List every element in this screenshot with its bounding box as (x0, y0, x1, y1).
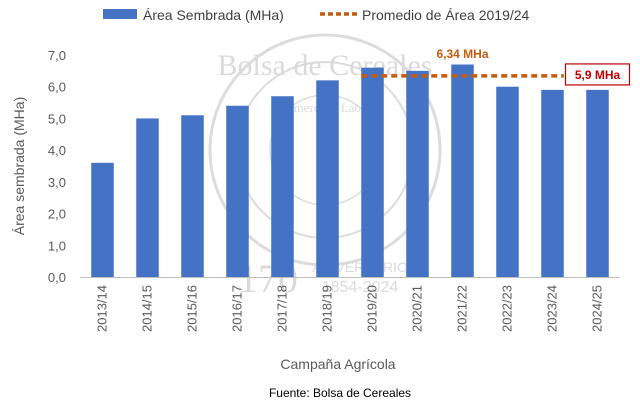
legend: Área Sembrada (MHa) Promedio de Área 201… (103, 7, 530, 23)
x-tick-label: 2016/17 (230, 285, 245, 332)
x-axis-title: Campaña Agrícola (280, 356, 395, 372)
x-tick-label: 2022/23 (500, 285, 515, 332)
y-tick-label: 4,0 (48, 143, 66, 158)
x-tick-label: 2020/21 (410, 285, 425, 332)
x-tick-label: 2013/14 (95, 285, 110, 332)
y-axis: 0,0 1,0 2,0 3,0 4,0 5,0 6,0 7,0 (48, 48, 66, 285)
y-axis-title: Área sembrada (MHa) (11, 97, 27, 236)
x-tick-label: 2024/25 (590, 285, 605, 332)
watermark-text-top: Bolsa de Cereales (218, 49, 433, 82)
source-note: Fuente: Bolsa de Cereales (269, 386, 411, 400)
bar-series (91, 64, 609, 277)
x-tick-label: 2023/24 (545, 285, 560, 332)
y-tick-label: 0,0 (48, 270, 66, 285)
x-tick-label: 2015/16 (185, 285, 200, 332)
last-value-annotation: 5,9 MHa (575, 68, 621, 82)
bar (586, 89, 609, 277)
x-tick-label: 2017/18 (275, 285, 290, 332)
bar (451, 64, 474, 277)
bar (496, 86, 519, 277)
bar (181, 115, 204, 277)
bar (136, 118, 159, 277)
x-axis: 2013/14 2014/15 2015/16 2016/17 2017/18 2018/… (95, 285, 605, 332)
legend-label-average: Promedio de Área 2019/24 (362, 7, 530, 23)
x-tick-label: 2014/15 (140, 285, 155, 332)
x-tick-label: 2018/19 (320, 285, 335, 332)
bar (91, 162, 114, 277)
bar (316, 80, 339, 277)
y-tick-label: 3,0 (48, 175, 66, 190)
bar (541, 89, 564, 277)
y-tick-label: 5,0 (48, 111, 66, 126)
y-tick-label: 7,0 (48, 48, 66, 63)
bar (226, 105, 249, 277)
x-tick-label: 2019/20 (365, 285, 380, 332)
x-tick-label: 2021/22 (455, 285, 470, 332)
watermark-anniversary-years: 1854-2024 (322, 279, 399, 296)
y-tick-label: 2,0 (48, 207, 66, 222)
legend-swatch-bars (103, 9, 137, 19)
average-annotation: 6,34 MHa (436, 47, 488, 61)
legend-label-bars: Área Sembrada (MHa) (143, 7, 284, 23)
bar (406, 70, 429, 277)
y-tick-label: 1,0 (48, 238, 66, 253)
bar (271, 96, 294, 277)
y-tick-label: 6,0 (48, 80, 66, 95)
bar (361, 67, 384, 277)
last-value-box (564, 63, 631, 86)
